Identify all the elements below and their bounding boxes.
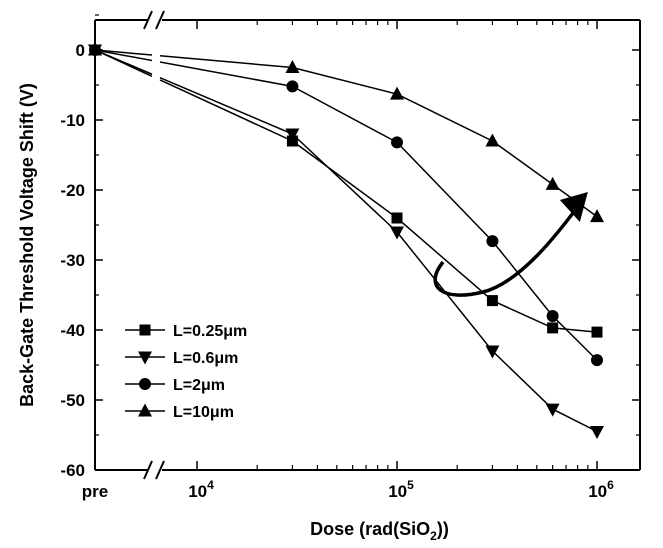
data-point-l-0-6-m [285,128,300,142]
chart-ticks: 0 -10 -20 -30 -40 -50 -60 pre 104 105 106 [60,14,640,501]
series-line-l-0-6-m [291,133,598,433]
top-axis-break-mark-2 [155,10,165,30]
x-tick-label: 106 [588,478,614,501]
chart-series [88,42,604,439]
chart-annotations [433,192,588,297]
data-point-l-0-25-m [547,322,559,334]
data-point-l-10-m [390,86,404,100]
x-tick-label: 105 [388,478,414,501]
data-point-l-0-25-m [591,326,603,338]
data-point-l-10-m [88,42,102,56]
legend-marker-l-0-6-m [138,351,152,365]
y-tick-label: -10 [60,111,85,130]
x-tick-label: 104 [188,478,214,501]
data-point-l-2-m [286,80,299,93]
data-point-l-0-6-m [390,226,404,240]
legend-marker-l-2-m [139,378,151,390]
data-point-l-10-m [485,133,500,147]
data-point-l-10-m [545,176,560,190]
data-point-l-2-m [486,235,499,248]
y-tick-label: 0 [76,41,85,60]
data-point-l-0-25-m [391,212,403,224]
y-tick-label: -50 [60,391,85,410]
x-axis-title: Dose (rad(SiO2)) [310,519,449,543]
y-axis-title: Back-Gate Threshold Voltage Shift (V) [17,83,37,407]
data-point-l-0-25-m [486,295,498,307]
x-tick-label: pre [82,482,108,501]
top-axis-break-mark-1 [143,10,153,30]
chart-axes [94,10,641,480]
data-point-l-2-m [591,354,603,367]
data-point-l-10-m [590,209,604,223]
legend-label-l-2-m: L=2μm [173,377,225,394]
series-line-l-10-m [159,55,293,69]
data-point-l-0-6-m [485,345,500,359]
legend-marker-l-0-25-m [139,324,151,336]
series-line-l-0-25-m [159,79,293,142]
series-line-l-10-m [94,49,153,56]
y-tick-label: -20 [60,181,85,200]
x-axis-break-mark-1 [143,460,153,480]
data-point-l-0-6-m [590,426,604,439]
series-line-l-0-25-m [291,140,598,333]
series-line-l-0-6-m [94,49,153,75]
data-point-l-10-m [285,60,300,73]
y-tick-label: -40 [60,321,85,340]
annotation-arrow [433,202,582,297]
annotation-arrowhead [559,192,588,222]
series-line-l-0-6-m [159,76,293,135]
y-tick-label: -30 [60,251,85,270]
y-tick-label: -60 [60,461,85,480]
series-line-l-10-m [292,66,598,218]
legend-label-l-10-m: L=10μm [173,404,234,421]
series-line-l-2-m [94,49,153,62]
x-axis-break-mark-2 [155,460,165,480]
series-line-l-2-m [159,61,293,88]
data-point-l-0-6-m [545,403,560,417]
legend-marker-l-10-m [138,403,152,417]
data-point-l-2-m [546,310,559,322]
legend-label-l-0-25-m: L=0.25μm [173,323,247,340]
chart-legend: L=0.25μm L=0.6μm L=2μm L=10μm [125,323,247,421]
data-point-l-2-m [391,136,403,149]
legend-label-l-0-6-m: L=0.6μm [173,350,238,367]
